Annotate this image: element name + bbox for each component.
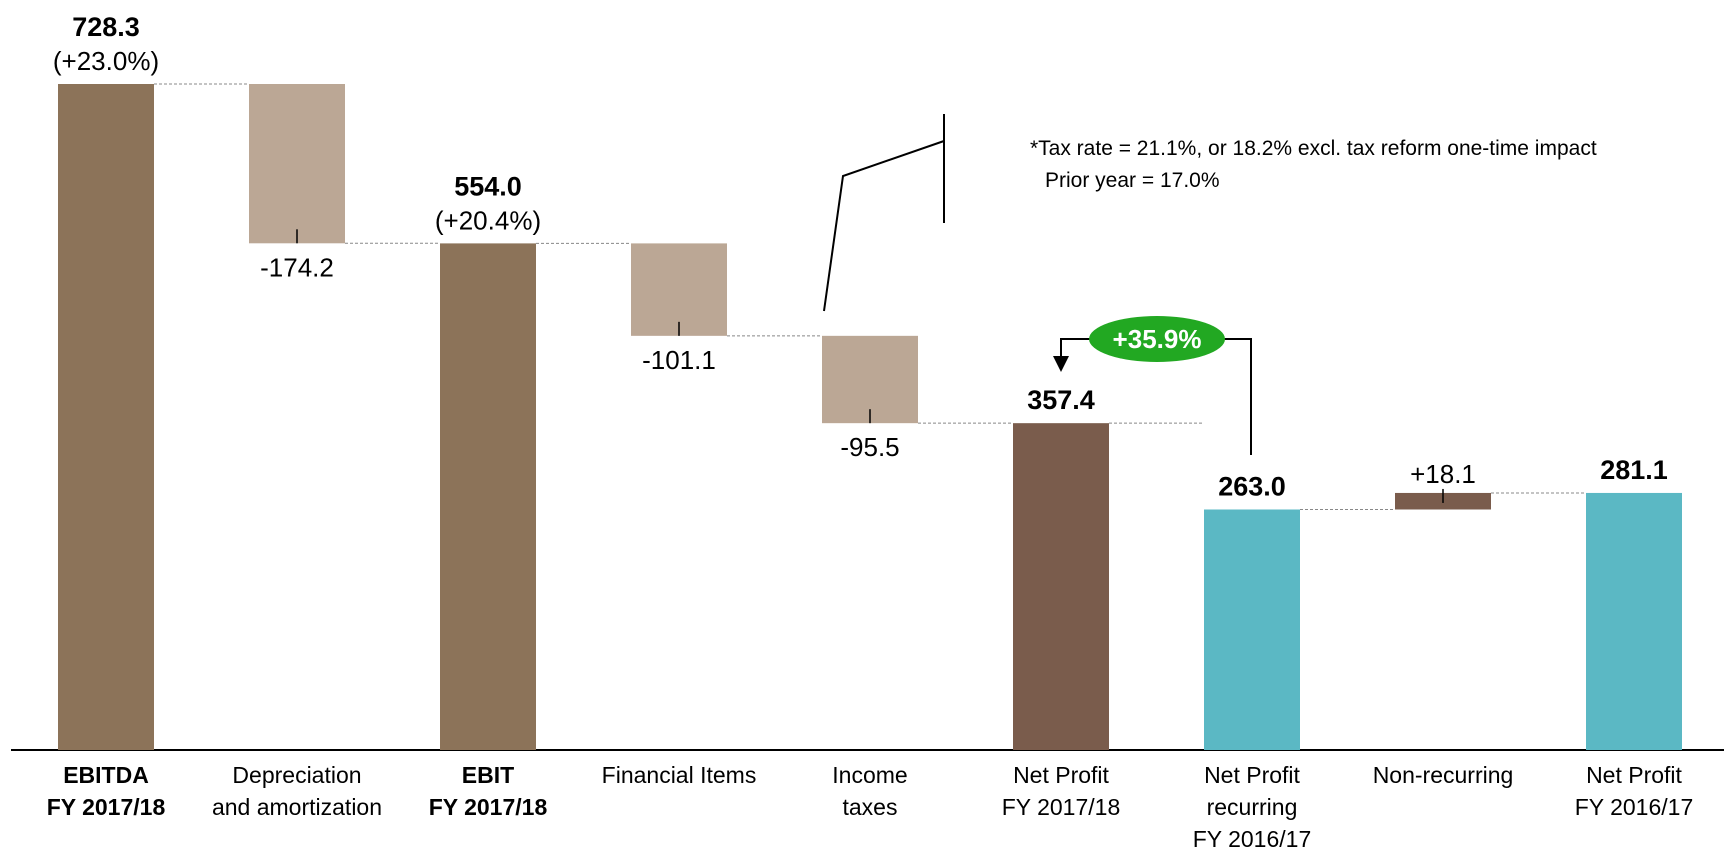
x-tick-label: Net Profit recurring FY 2016/17 [1193, 762, 1312, 852]
callout-line [823, 140, 945, 312]
value-label: 263.0 [1218, 471, 1286, 501]
note: Prior year = 17.0% [1045, 169, 1220, 192]
x-tick-label: EBIT FY 2017/18 [429, 762, 548, 820]
x-tick-label: Depreciation and amortization [212, 762, 382, 820]
x-tick-label: EBITDA FY 2017/18 [47, 762, 166, 820]
bar [1586, 492, 1682, 750]
bar [58, 84, 154, 750]
value-label: -101.1 [642, 345, 716, 375]
growth-badge-label: +35.9% [1113, 324, 1202, 354]
value-label: 281.1 [1600, 455, 1668, 485]
value-label: 357.4 [1027, 385, 1095, 415]
x-tick-label: Net Profit FY 2017/18 [1002, 762, 1121, 820]
x-tick-label: Financial Items [602, 762, 757, 788]
x-tick-label: Income taxes [832, 762, 907, 820]
growth-badge [1089, 316, 1225, 362]
value-label: 554.0 [454, 171, 522, 201]
bar [440, 243, 536, 751]
bar [1013, 423, 1109, 750]
value-label: +18.1 [1410, 459, 1476, 489]
value-label: -174.2 [260, 252, 334, 282]
value-sublabel: (+20.4%) [435, 205, 541, 235]
bar [822, 335, 918, 424]
x-tick-label: Non-recurring [1373, 762, 1514, 788]
bar [1204, 509, 1300, 750]
note: *Tax rate = 21.1%, or 18.2% excl. tax re… [1030, 137, 1597, 160]
value-sublabel: (+23.0%) [53, 46, 159, 76]
arrow-head [1053, 356, 1069, 372]
value-label: -95.5 [840, 432, 899, 462]
value-label: 728.3 [72, 12, 140, 42]
bar [249, 84, 345, 244]
bar [631, 243, 727, 336]
x-tick-label: Net Profit FY 2016/17 [1575, 762, 1694, 820]
